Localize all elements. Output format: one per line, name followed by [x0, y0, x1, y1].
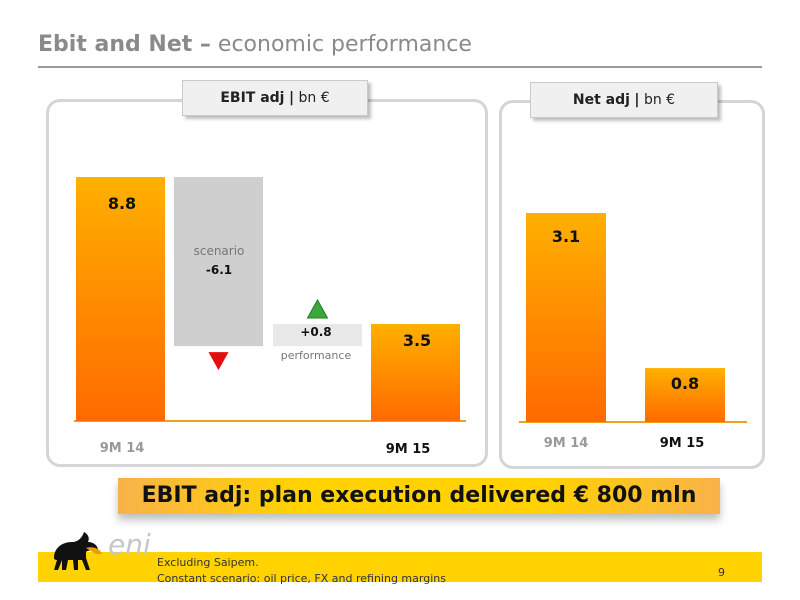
net-header-separator: |: [634, 92, 640, 108]
ebit-value-label-9m14: 8.8: [108, 194, 136, 213]
ebit-bar-9m14: [76, 177, 165, 421]
page-title-rest: economic performance: [217, 32, 472, 57]
eni-logo-text: eni: [108, 528, 151, 561]
net-header-unit: bn €: [643, 92, 676, 108]
net-bar-9m14: [526, 213, 606, 422]
highlight-banner: EBIT adj: plan execution delivered € 800…: [118, 478, 720, 514]
net-category-label-9m14: 9M 14: [544, 436, 589, 451]
page-title-bold: Ebit and Net –: [38, 32, 211, 57]
title-divider: [38, 66, 762, 68]
ebit-header-separator: |: [288, 90, 295, 106]
banner-text: EBIT adj: plan execution delivered € 800…: [141, 483, 697, 508]
ebit-category-label-9m15: 9M 15: [386, 442, 431, 457]
ebit-bar-9m15: [371, 323, 460, 421]
net-bar-9m15: [645, 368, 725, 422]
page-number: 9: [718, 566, 725, 579]
ebit-bar-scenario: [174, 177, 263, 347]
ebit-value-label-performance: +0.8: [300, 325, 331, 339]
net-chart: 3.1 0.8 9M 14 9M 15: [519, 213, 747, 451]
ebit-header-label: EBIT adj: [220, 90, 285, 106]
footnote-2: Constant scenario: oil price, FX and ref…: [157, 572, 446, 585]
ebit-header-unit: bn €: [298, 90, 330, 106]
net-category-label-9m15: 9M 15: [660, 436, 705, 451]
page-title: Ebit and Net – economic performance: [38, 32, 472, 57]
ebit-inline-label-scenario: scenario: [194, 244, 245, 258]
up-arrow-icon: [306, 298, 329, 319]
net-value-label-9m14: 3.1: [552, 227, 580, 246]
down-arrow-icon: [208, 352, 229, 371]
six-legged-dog-logo-icon: [54, 532, 102, 570]
footnote-1: Excluding Saipem.: [157, 556, 259, 569]
net-value-label-9m15: 0.8: [671, 374, 699, 393]
net-panel-header: Net adj | bn €: [530, 82, 718, 118]
ebit-panel-header: EBIT adj | bn €: [182, 80, 368, 116]
ebit-inline-label-performance: performance: [281, 349, 352, 362]
ebit-category-label-9m14: 9M 14: [100, 441, 145, 456]
ebit-value-label-scenario: -6.1: [206, 263, 232, 277]
ebit-chart: 8.8 scenario -6.1 +0.8 performance 3.5 9…: [74, 177, 466, 457]
ebit-value-label-9m15: 3.5: [403, 331, 431, 350]
ebit-bar-performance: [273, 323, 362, 347]
net-header-label: Net adj: [572, 92, 630, 108]
footer-bar: [38, 552, 762, 582]
